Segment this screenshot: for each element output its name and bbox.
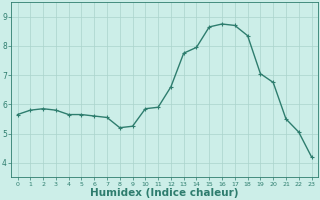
X-axis label: Humidex (Indice chaleur): Humidex (Indice chaleur) — [90, 188, 239, 198]
